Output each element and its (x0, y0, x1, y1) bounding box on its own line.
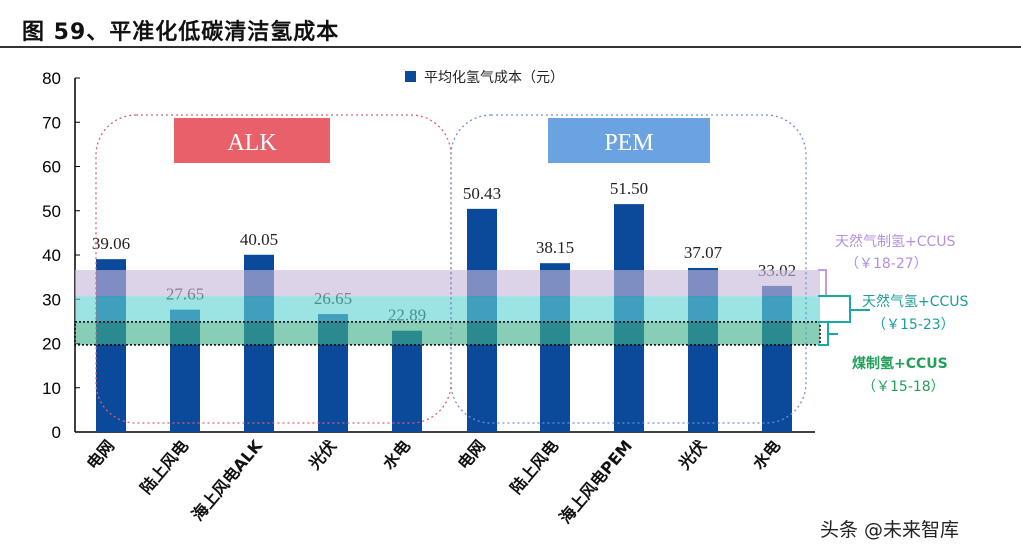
data-label: 39.06 (92, 234, 130, 253)
band-1 (75, 270, 820, 297)
title-divider (0, 46, 1021, 48)
band-range: （￥18-27） (845, 256, 928, 272)
group-label: ALK (227, 130, 277, 156)
y-tick-label: 60 (42, 158, 61, 177)
y-tick-label: 30 (42, 290, 61, 309)
figure-title: 图 59、平准化低碳清洁氢成本 (22, 20, 340, 45)
x-tick-label: 陆上风电 (506, 436, 562, 497)
band-range: （￥15-23） (872, 317, 955, 333)
band-label: 煤制氢+CCUS (852, 355, 948, 372)
band-2 (75, 296, 820, 322)
y-tick-label: 50 (42, 202, 61, 221)
x-tick-label: 光伏 (674, 436, 710, 474)
legend-label: 平均化氢气成本（元） (424, 70, 564, 86)
bar (392, 330, 422, 432)
data-label: 51.50 (610, 179, 648, 198)
y-tick-label: 10 (42, 379, 61, 398)
y-tick-label: 80 (42, 69, 61, 88)
coal-band-outline (74, 321, 821, 346)
watermark: 头条 @未来智库 (820, 519, 960, 541)
band-3 (75, 321, 820, 345)
y-tick-label: 20 (42, 335, 61, 354)
legend-swatch (405, 71, 416, 82)
x-tick-label: 电网 (454, 436, 489, 473)
x-tick-label: 海上风电PEM (556, 436, 637, 527)
x-tick-label: 光伏 (304, 436, 340, 474)
y-tick-label: 70 (42, 113, 61, 132)
x-tick-label: 电网 (83, 436, 118, 473)
group-label: PEM (604, 130, 653, 156)
data-label: 37.07 (684, 243, 723, 262)
group-label-bg (174, 118, 330, 163)
bracket-coal (818, 321, 838, 346)
y-tick-label: 40 (42, 246, 61, 265)
bracket-gas (818, 295, 870, 323)
x-tick-label: 海上风电ALK (188, 436, 267, 524)
x-tick-label: 水电 (749, 436, 784, 473)
band-label: 天然气氢+CCUS (862, 293, 969, 310)
group-label-bg (548, 118, 710, 163)
x-tick-label: 陆上风电 (136, 436, 192, 497)
data-label: 50.43 (463, 184, 501, 203)
pem-group-box (450, 114, 807, 424)
band-range: （￥15-18） (862, 379, 945, 395)
data-label: 40.05 (240, 230, 278, 249)
x-tick-label: 水电 (379, 436, 414, 473)
band-label: 天然气制氢+CCUS (835, 233, 956, 250)
y-tick-label: 0 (52, 423, 61, 442)
data-label: 38.15 (536, 238, 574, 257)
